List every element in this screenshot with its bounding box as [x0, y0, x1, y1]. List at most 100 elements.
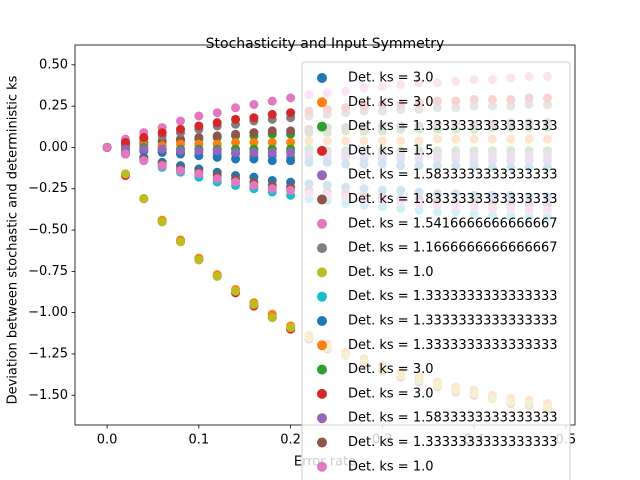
data-point: [267, 137, 277, 147]
legend-frame: [301, 61, 571, 480]
legend-marker: [317, 145, 327, 156]
data-point: [194, 255, 204, 265]
x-tick-label: 0.1: [189, 433, 210, 448]
legend-label: Det. ks = 1.0: [348, 459, 434, 474]
data-point: [157, 144, 167, 154]
data-point: [249, 180, 259, 190]
data-point: [231, 177, 241, 187]
y-tick-label: −1.50: [28, 388, 68, 403]
data-point: [176, 124, 186, 134]
legend-marker: [317, 461, 327, 472]
data-point: [157, 217, 167, 227]
legend-marker: [317, 388, 327, 399]
legend-marker: [317, 218, 327, 229]
data-point: [267, 96, 277, 106]
y-tick-label: −1.00: [28, 305, 68, 320]
y-tick-label: −0.25: [28, 181, 68, 196]
data-point: [286, 156, 296, 166]
y-tick-label: −0.50: [28, 223, 68, 238]
data-point: [231, 147, 241, 157]
data-point: [286, 147, 296, 157]
data-point: [249, 128, 259, 138]
legend-label: Det. ks = 1.5416666666666667: [348, 216, 558, 231]
data-point: [267, 184, 277, 194]
legend-marker: [317, 291, 327, 302]
data-point: [176, 116, 186, 126]
data-point: [231, 286, 241, 296]
data-point: [212, 108, 222, 118]
legend-marker: [317, 267, 327, 278]
legend-marker: [317, 364, 327, 375]
data-point: [176, 237, 186, 247]
legend-label: Det. ks = 1.3333333333333333: [348, 338, 558, 353]
data-point: [249, 147, 259, 157]
data-point: [194, 169, 204, 179]
data-point: [194, 111, 204, 121]
legend-marker: [317, 121, 327, 132]
data-point: [120, 149, 130, 159]
data-point: [157, 161, 167, 171]
legend-label: Det. ks = 3.0: [348, 71, 434, 86]
legend-label: Det. ks = 1.1666666666666667: [348, 241, 558, 256]
legend-label: Det. ks = 3.0: [348, 362, 434, 377]
data-point: [231, 103, 241, 113]
legend-label: Det. ks = 3.0: [348, 386, 434, 401]
data-point: [249, 113, 259, 123]
data-point: [120, 137, 130, 147]
legend-label: Det. ks = 1.5: [348, 143, 434, 158]
data-point: [231, 154, 241, 164]
y-tick-label: −1.25: [28, 346, 68, 361]
data-point: [139, 144, 149, 154]
data-point: [231, 137, 241, 147]
data-point: [139, 133, 149, 143]
data-point: [249, 99, 259, 109]
chart-title: Stochasticity and Input Symmetry: [206, 36, 445, 52]
data-point: [176, 166, 186, 176]
y-tick-label: 0.50: [39, 57, 68, 72]
data-point: [286, 137, 296, 147]
data-point: [102, 142, 112, 152]
legend-marker: [317, 97, 327, 108]
y-axis-label: Deviation between stochastic and determi…: [6, 75, 21, 404]
data-point: [212, 152, 222, 162]
data-point: [194, 121, 204, 131]
legend: Det. ks = 3.0 Det. ks = 3.0 Det. ks = 1.33…: [301, 61, 571, 480]
data-point: [286, 93, 296, 103]
y-tick-label: 0.25: [39, 99, 68, 114]
data-point: [212, 146, 222, 156]
legend-label: Det. ks = 1.5833333333333333: [348, 411, 558, 426]
data-point: [139, 156, 149, 166]
data-point: [212, 118, 222, 128]
data-point: [267, 126, 277, 136]
legend-marker: [317, 73, 327, 83]
data-point: [231, 114, 241, 124]
x-tick-label: 0.2: [280, 433, 301, 448]
data-point: [194, 146, 204, 156]
data-point: [157, 128, 167, 138]
data-point: [286, 323, 296, 333]
data-point: [249, 137, 259, 147]
data-point: [212, 271, 222, 281]
data-point: [139, 194, 149, 204]
data-point: [267, 313, 277, 323]
y-tick-label: −0.75: [28, 264, 68, 279]
x-tick-label: 0.0: [97, 433, 118, 448]
data-point: [231, 129, 241, 139]
legend-label: Det. ks = 1.3333333333333333: [348, 435, 558, 450]
legend-marker: [317, 243, 327, 254]
legend-marker: [317, 316, 327, 326]
data-point: [176, 146, 186, 156]
data-point: [286, 126, 296, 136]
data-point: [194, 133, 204, 143]
legend-label: Det. ks = 1.5833333333333333: [348, 168, 558, 183]
legend-marker: [317, 413, 327, 424]
data-point: [267, 147, 277, 157]
data-point: [212, 174, 222, 184]
legend-label: Det. ks = 1.3333333333333333: [348, 289, 558, 304]
data-point: [120, 169, 130, 179]
legend-label: Det. ks = 1.3333333333333333: [348, 314, 558, 329]
legend-label: Det. ks = 1.8333333333333333: [348, 192, 558, 207]
legend-label: Det. ks = 1.0: [348, 265, 434, 280]
